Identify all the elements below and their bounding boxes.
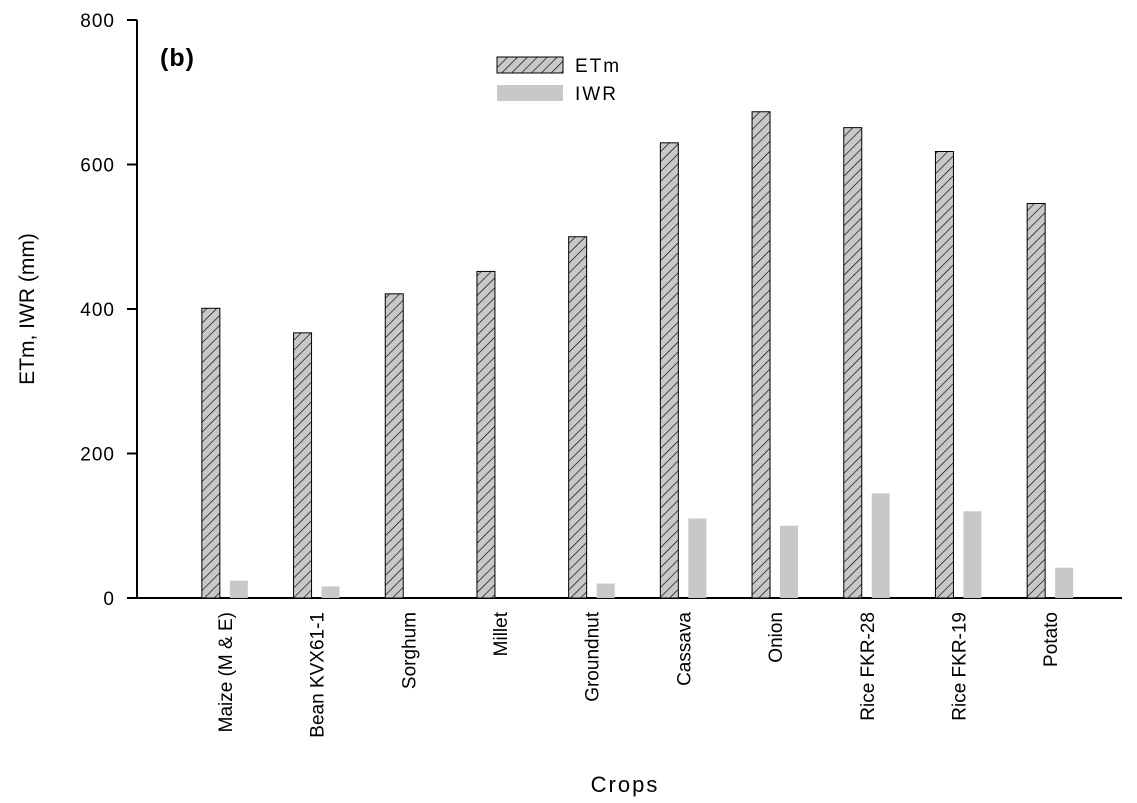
y-axis-title: ETm, IWR (mm) xyxy=(16,233,39,385)
bar xyxy=(201,307,221,599)
x-tick-label: Rice FKR-19 xyxy=(949,612,970,721)
y-tick-label: 200 xyxy=(80,445,115,466)
x-tick-label: Groundnut xyxy=(583,611,604,702)
bar xyxy=(780,525,799,598)
annotation: (b) xyxy=(160,44,195,72)
y-tick-label: 0 xyxy=(103,589,115,610)
x-tick-label: Onion xyxy=(766,612,787,663)
bar xyxy=(659,142,679,599)
x-tick-label: Sorghum xyxy=(399,612,420,689)
legend-label: IWR xyxy=(575,84,618,105)
bar xyxy=(229,580,248,598)
y-tick-label: 800 xyxy=(80,11,115,32)
x-tick-label: Rice FKR-28 xyxy=(858,612,879,721)
legend-swatch xyxy=(496,56,564,74)
x-tick-label: Maize (M & E) xyxy=(216,612,237,732)
x-axis-title: Crops xyxy=(591,772,660,797)
bar xyxy=(1055,567,1074,598)
x-tick-label: Potato xyxy=(1041,612,1062,667)
bar xyxy=(293,332,313,599)
bar xyxy=(321,586,340,598)
bar xyxy=(688,518,707,598)
bar xyxy=(934,150,954,599)
legend-label: ETm xyxy=(575,56,621,77)
x-tick-label: Cassava xyxy=(674,612,695,686)
bar xyxy=(963,511,982,598)
bar xyxy=(751,111,771,599)
bar xyxy=(568,236,588,599)
x-tick-label: Millet xyxy=(491,611,512,656)
x-tick-label: Bean KVX61-1 xyxy=(308,612,329,738)
bar xyxy=(1026,203,1046,599)
bar xyxy=(476,270,496,599)
bar xyxy=(596,583,615,598)
legend-swatch xyxy=(497,85,563,101)
bar xyxy=(871,493,890,598)
y-tick-label: 600 xyxy=(80,156,115,177)
bar xyxy=(843,127,863,599)
bar xyxy=(384,293,404,599)
y-tick-label: 400 xyxy=(80,300,115,321)
